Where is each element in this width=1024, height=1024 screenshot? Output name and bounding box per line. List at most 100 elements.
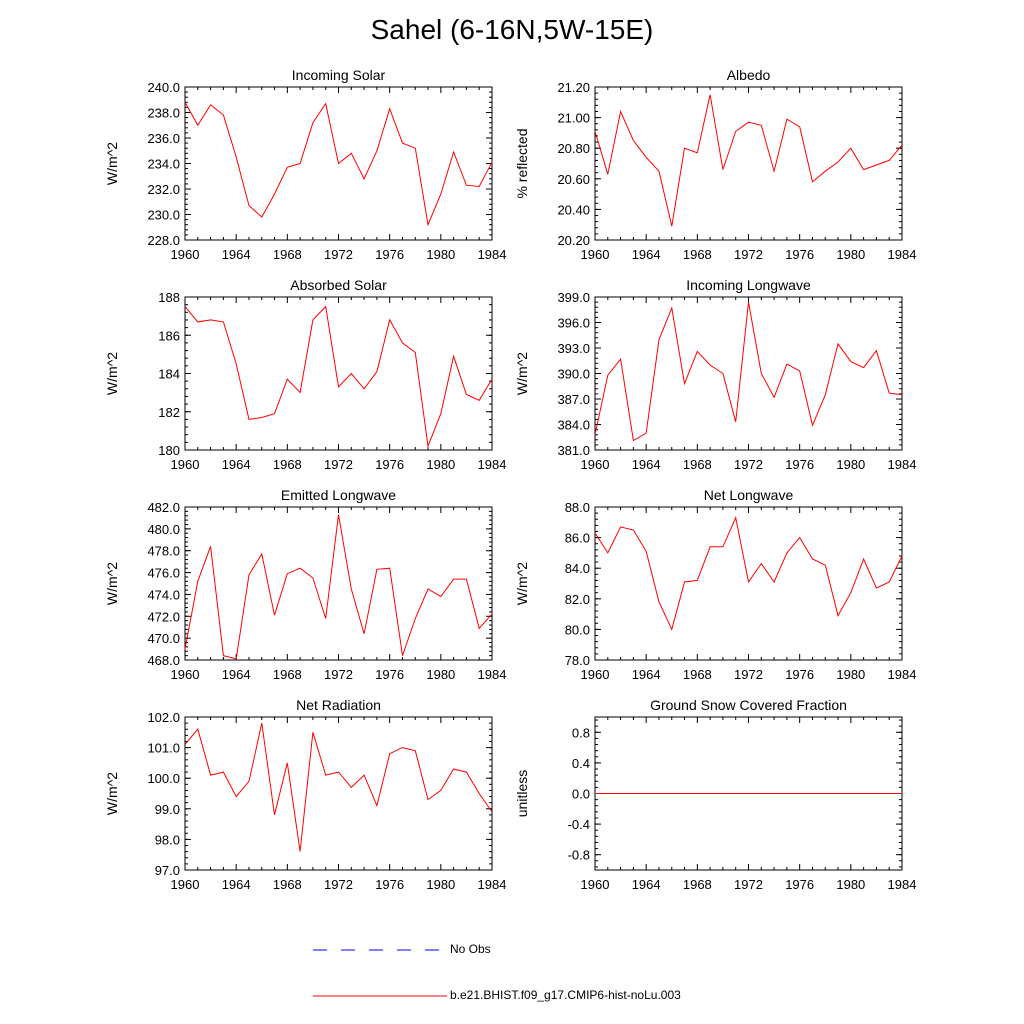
y-tick-label: 228.0 xyxy=(147,233,180,248)
y-tick-label: 102.0 xyxy=(147,710,180,725)
x-tick-label: 1960 xyxy=(581,457,610,472)
y-tick-label: 234.0 xyxy=(147,157,180,172)
chart-panel-1: Incoming Solar W/m^2 1960 1964 1968 1972 1976 1… xyxy=(104,67,506,262)
x-tick-label: 1980 xyxy=(836,457,865,472)
chart-panel-3: Absorbed Solar W/m^2 1960 1964 1968 1972 1976 1… xyxy=(104,277,506,472)
y-tick-label: 20.60 xyxy=(557,172,590,187)
y-tick-label: 97.0 xyxy=(155,863,180,878)
y-tick-label: 86.0 xyxy=(565,531,590,546)
x-tick-label: 1980 xyxy=(426,457,455,472)
x-tick-label: 1968 xyxy=(683,667,712,682)
y-tick-label: 21.20 xyxy=(557,80,590,95)
y-tick-label: 399.0 xyxy=(557,290,590,305)
x-tick-label: 1972 xyxy=(734,247,763,262)
chart-panel-6: Net Longwave W/m^2 1960 1964 1968 1972 1976 198… xyxy=(514,487,916,682)
x-tick-label: 1960 xyxy=(581,877,610,892)
chart-panel-2: Albedo % reflected 1960 1964 1968 1972 1976 198… xyxy=(514,67,916,262)
y-tick-label: 381.0 xyxy=(557,443,590,458)
x-tick-label: 1976 xyxy=(785,457,814,472)
x-tick-label: 1980 xyxy=(426,877,455,892)
series-line xyxy=(184,102,493,227)
x-tick-label: 1980 xyxy=(836,877,865,892)
x-tick-label: 1964 xyxy=(632,667,661,682)
x-tick-label: 1964 xyxy=(222,247,251,262)
x-tick-label: 1980 xyxy=(426,247,455,262)
x-tick-label: 1984 xyxy=(478,457,507,472)
x-tick-label: 1976 xyxy=(785,247,814,262)
y-tick-label: 482.0 xyxy=(147,500,180,515)
chart-title: Net Longwave xyxy=(704,487,794,503)
x-tick-label: 1976 xyxy=(375,667,404,682)
x-tick-label: 1984 xyxy=(478,247,507,262)
x-tick-label: 1964 xyxy=(632,247,661,262)
x-tick-label: 1976 xyxy=(375,457,404,472)
x-tick-label: 1980 xyxy=(426,667,455,682)
legend-model-label: b.e21.BHIST.f09_g17.CMIP6-hist-noLu.003 xyxy=(450,988,681,1002)
x-tick-label: 1976 xyxy=(785,667,814,682)
x-tick-label: 1968 xyxy=(273,667,302,682)
chart-title: Albedo xyxy=(727,67,771,83)
x-tick-label: 1972 xyxy=(324,877,353,892)
x-tick-label: 1976 xyxy=(785,877,814,892)
series-line xyxy=(594,516,903,631)
x-tick-label: 1960 xyxy=(171,457,200,472)
x-tick-label: 1968 xyxy=(273,877,302,892)
x-tick-label: 1960 xyxy=(171,247,200,262)
y-tick-label: 180 xyxy=(158,443,180,458)
y-tick-label: 0.4 xyxy=(572,756,590,771)
y-tick-label: 182 xyxy=(158,405,180,420)
chart-panel-4: Incoming Longwave W/m^2 1960 1964 1968 1972 19… xyxy=(514,277,916,472)
x-tick-label: 1964 xyxy=(222,667,251,682)
plot-frame xyxy=(594,506,903,661)
x-tick-label: 1968 xyxy=(273,457,302,472)
x-tick-label: 1960 xyxy=(581,247,610,262)
y-tick-label: 387.0 xyxy=(557,392,590,407)
x-tick-label: 1972 xyxy=(324,247,353,262)
chart-title: Incoming Longwave xyxy=(686,277,811,293)
y-tick-label: 230.0 xyxy=(147,208,180,223)
x-tick-label: 1976 xyxy=(375,877,404,892)
y-tick-label: 472.0 xyxy=(147,609,180,624)
x-tick-label: 1968 xyxy=(273,247,302,262)
chart-title: Ground Snow Covered Fraction xyxy=(650,697,847,713)
y-tick-label: 78.0 xyxy=(565,653,590,668)
y-tick-label: 0.8 xyxy=(572,725,590,740)
y-axis-label: W/m^2 xyxy=(104,772,120,815)
chart-title: Absorbed Solar xyxy=(290,277,387,293)
x-tick-label: 1976 xyxy=(375,247,404,262)
x-tick-label: 1960 xyxy=(171,667,200,682)
y-tick-label: 184 xyxy=(158,367,180,382)
y-tick-label: 390.0 xyxy=(557,367,590,382)
x-tick-label: 1964 xyxy=(632,877,661,892)
y-tick-label: 21.00 xyxy=(557,111,590,126)
x-tick-label: 1972 xyxy=(734,667,763,682)
x-tick-label: 1984 xyxy=(888,457,917,472)
y-tick-label: 84.0 xyxy=(565,561,590,576)
y-axis-label: unitless xyxy=(514,770,530,817)
y-tick-label: 101.0 xyxy=(147,741,180,756)
x-tick-label: 1972 xyxy=(324,457,353,472)
chart-title: Incoming Solar xyxy=(292,67,386,83)
y-tick-label: 468.0 xyxy=(147,653,180,668)
y-tick-label: 476.0 xyxy=(147,566,180,581)
y-tick-label: -0.8 xyxy=(568,848,590,863)
x-tick-label: 1968 xyxy=(683,247,712,262)
y-tick-label: 478.0 xyxy=(147,544,180,559)
chart-title: Net Radiation xyxy=(296,697,381,713)
y-tick-label: 480.0 xyxy=(147,522,180,537)
y-tick-label: 384.0 xyxy=(557,418,590,433)
x-tick-label: 1980 xyxy=(836,667,865,682)
y-axis-label: % reflected xyxy=(514,128,530,198)
y-tick-label: 0.0 xyxy=(572,787,590,802)
x-tick-label: 1968 xyxy=(683,457,712,472)
y-tick-label: 470.0 xyxy=(147,631,180,646)
chart-panel-7: Net Radiation W/m^2 1960 1964 1968 1972 1976 19… xyxy=(104,697,506,892)
y-axis-label: W/m^2 xyxy=(104,352,120,395)
page-title: Sahel (6-16N,5W-15E) xyxy=(370,14,654,45)
y-tick-label: 100.0 xyxy=(147,771,180,786)
plot-frame xyxy=(184,716,493,871)
series-line xyxy=(184,722,493,852)
y-tick-label: 88.0 xyxy=(565,500,590,515)
chart-panel-5: Emitted Longwave W/m^2 1960 1964 1968 1972 197… xyxy=(104,487,506,682)
